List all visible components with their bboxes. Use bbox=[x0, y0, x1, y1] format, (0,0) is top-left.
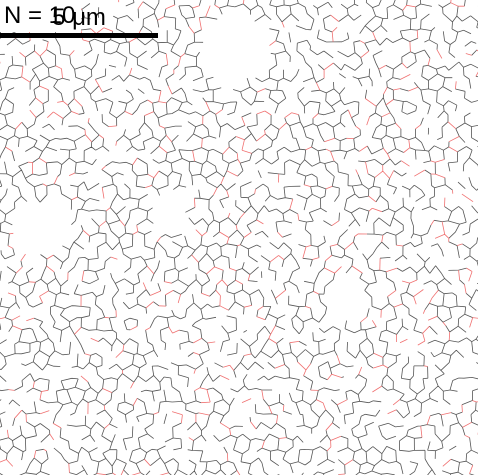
scale-bar-box: 5 μm bbox=[0, 0, 158, 42]
micrograph: N = 10 5 μm bbox=[0, 0, 478, 475]
twin-boundaries bbox=[0, 0, 478, 475]
scale-bar bbox=[0, 33, 158, 38]
scale-bar-label: 5 μm bbox=[0, 4, 158, 32]
grain-boundaries bbox=[0, 0, 478, 475]
grain-map bbox=[0, 0, 478, 475]
